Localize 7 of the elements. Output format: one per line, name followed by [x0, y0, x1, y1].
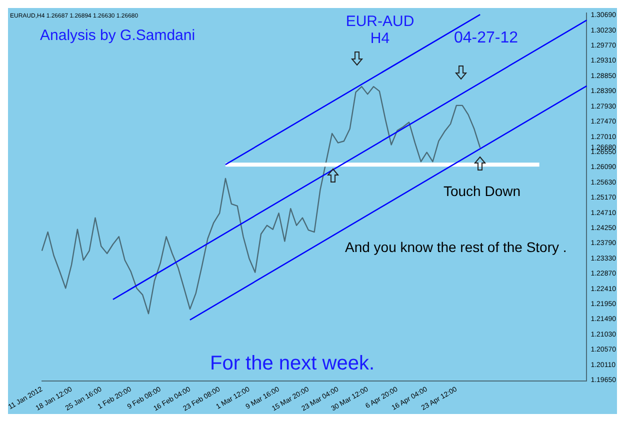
annotation: For the next week. — [210, 352, 375, 375]
chart-title: EUR-AUD — [346, 13, 414, 30]
annotation: 04-27-12 — [454, 29, 518, 46]
text: H4 — [370, 30, 390, 48]
annotation: Analysis by G.Samdani — [40, 27, 196, 44]
annotation: Touch Down — [443, 182, 521, 199]
annotation: And you know the rest of the Story . — [345, 238, 567, 255]
